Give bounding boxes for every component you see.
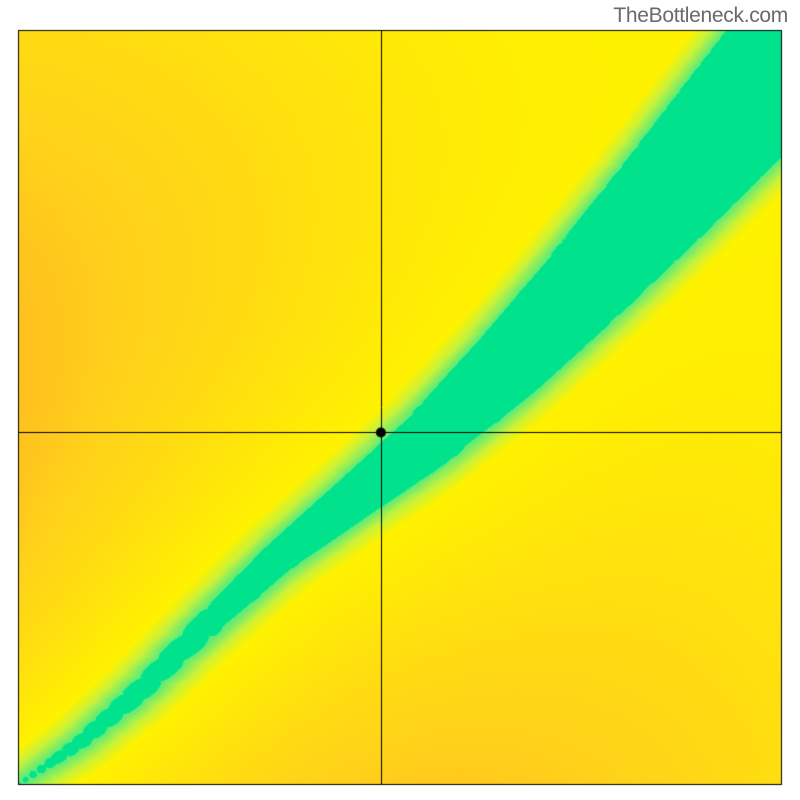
heatmap-canvas bbox=[0, 0, 800, 800]
chart-container: TheBottleneck.com bbox=[0, 0, 800, 800]
watermark-label: TheBottleneck.com bbox=[613, 4, 788, 28]
